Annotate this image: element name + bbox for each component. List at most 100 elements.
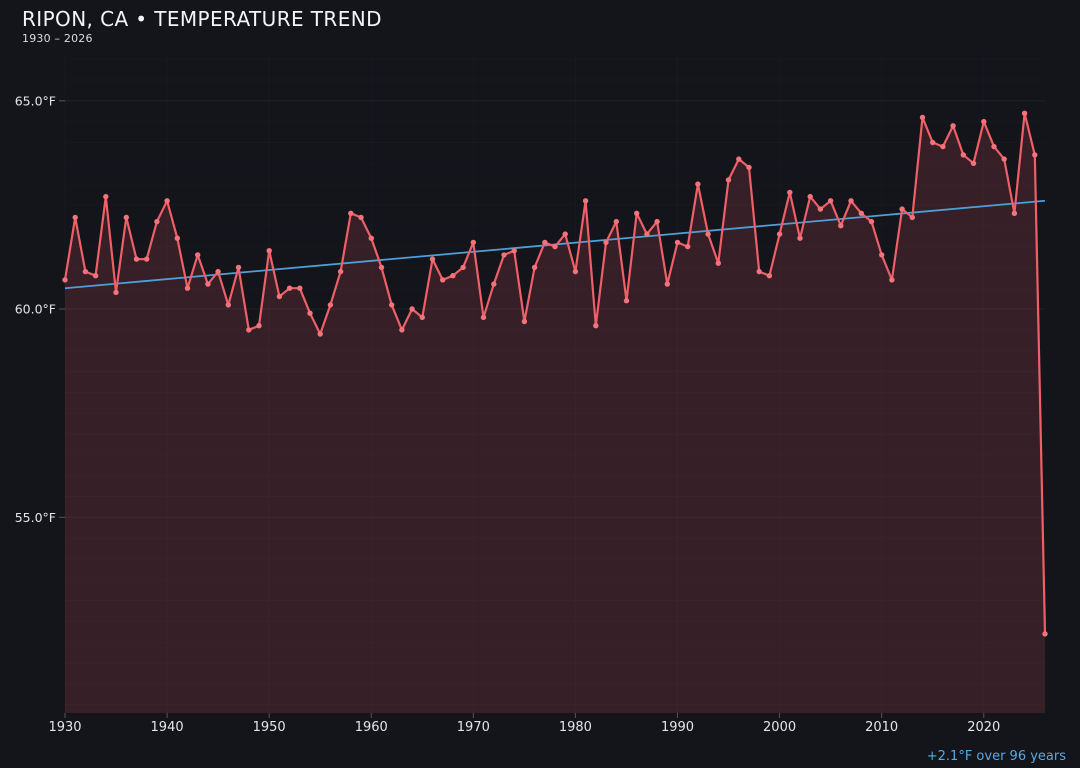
data-point [195, 252, 201, 258]
data-point [736, 156, 742, 162]
data-point [807, 193, 813, 200]
x-tick-label: 2000 [763, 720, 796, 735]
data-point [879, 252, 885, 258]
data-point [634, 210, 640, 216]
data-point [685, 243, 691, 250]
data-point [623, 298, 630, 304]
data-point [184, 285, 191, 291]
data-point [225, 302, 231, 308]
data-point [480, 314, 487, 321]
data-point [817, 206, 824, 212]
data-point [572, 268, 579, 275]
data-point [327, 302, 334, 308]
data-point [235, 264, 242, 271]
data-point [674, 239, 681, 246]
data-point [542, 239, 548, 246]
data-point [256, 323, 262, 329]
data-point [889, 277, 895, 283]
data-point [827, 198, 834, 204]
data-point [82, 268, 89, 275]
data-point [276, 293, 283, 300]
data-point [562, 231, 568, 237]
x-tick-label: 1970 [457, 720, 490, 735]
data-point [205, 281, 211, 287]
data-point [419, 314, 425, 321]
data-point [511, 248, 517, 254]
data-point [246, 327, 252, 333]
data-point [460, 264, 466, 271]
data-point [919, 114, 926, 121]
data-point [838, 223, 844, 229]
data-point [991, 143, 997, 150]
data-point [409, 306, 415, 312]
data-point [154, 218, 160, 225]
data-point [399, 327, 405, 333]
data-point [552, 243, 558, 250]
data-point [72, 214, 78, 221]
data-point [1001, 156, 1007, 162]
data-point [950, 123, 956, 129]
data-point [470, 239, 476, 246]
data-point [174, 235, 180, 241]
data-point [297, 285, 303, 291]
data-point [930, 139, 936, 146]
x-tick-label: 1950 [253, 720, 286, 735]
data-point [756, 268, 762, 275]
data-point [1011, 210, 1018, 216]
data-point [440, 277, 446, 283]
x-tick-label: 1940 [151, 720, 184, 735]
x-tick-label: 2010 [865, 720, 898, 735]
data-point [766, 273, 773, 279]
data-point [113, 289, 119, 296]
data-point [695, 181, 701, 187]
data-point [348, 210, 354, 216]
data-point [450, 273, 456, 279]
data-point [266, 248, 272, 254]
temperature-area-fill [65, 113, 1045, 714]
data-point [603, 239, 609, 246]
data-point [644, 231, 650, 237]
data-point [286, 285, 293, 291]
data-point [1042, 631, 1048, 637]
data-point [909, 214, 915, 221]
data-point [746, 164, 752, 171]
data-point [970, 160, 977, 166]
x-tick-label: 1980 [559, 720, 592, 735]
data-point [981, 118, 987, 125]
data-point [144, 256, 150, 262]
x-tick-label: 1960 [355, 720, 388, 735]
data-point [521, 318, 528, 325]
y-tick-label: 65.0°F [15, 93, 56, 108]
data-point [123, 214, 129, 221]
data-point [940, 143, 946, 150]
data-point [705, 231, 711, 237]
x-tick-label: 2020 [967, 720, 1000, 735]
chart-header: RIPON, CA • TEMPERATURE TREND 1930 – 202… [22, 7, 382, 45]
data-point [337, 268, 344, 275]
data-point [429, 256, 436, 262]
data-point [491, 281, 497, 287]
y-tick-label: 60.0°F [15, 302, 56, 317]
data-point [501, 252, 507, 258]
trend-annotation: +2.1°F over 96 years [926, 749, 1066, 764]
data-point [215, 268, 221, 275]
data-point [593, 323, 599, 329]
data-point [368, 235, 374, 241]
data-point [358, 214, 364, 221]
data-point [848, 198, 854, 204]
x-tick-label: 1990 [661, 720, 694, 735]
data-point [654, 218, 660, 225]
data-point [531, 264, 538, 271]
data-point [787, 189, 793, 196]
data-point [133, 256, 140, 262]
data-point [164, 198, 170, 204]
data-point [725, 177, 732, 183]
data-point [868, 218, 875, 225]
data-point [307, 310, 313, 316]
data-point [317, 331, 323, 337]
data-point [1021, 110, 1028, 117]
chart-subtitle: 1930 – 2026 [22, 32, 93, 45]
data-point [776, 231, 783, 237]
